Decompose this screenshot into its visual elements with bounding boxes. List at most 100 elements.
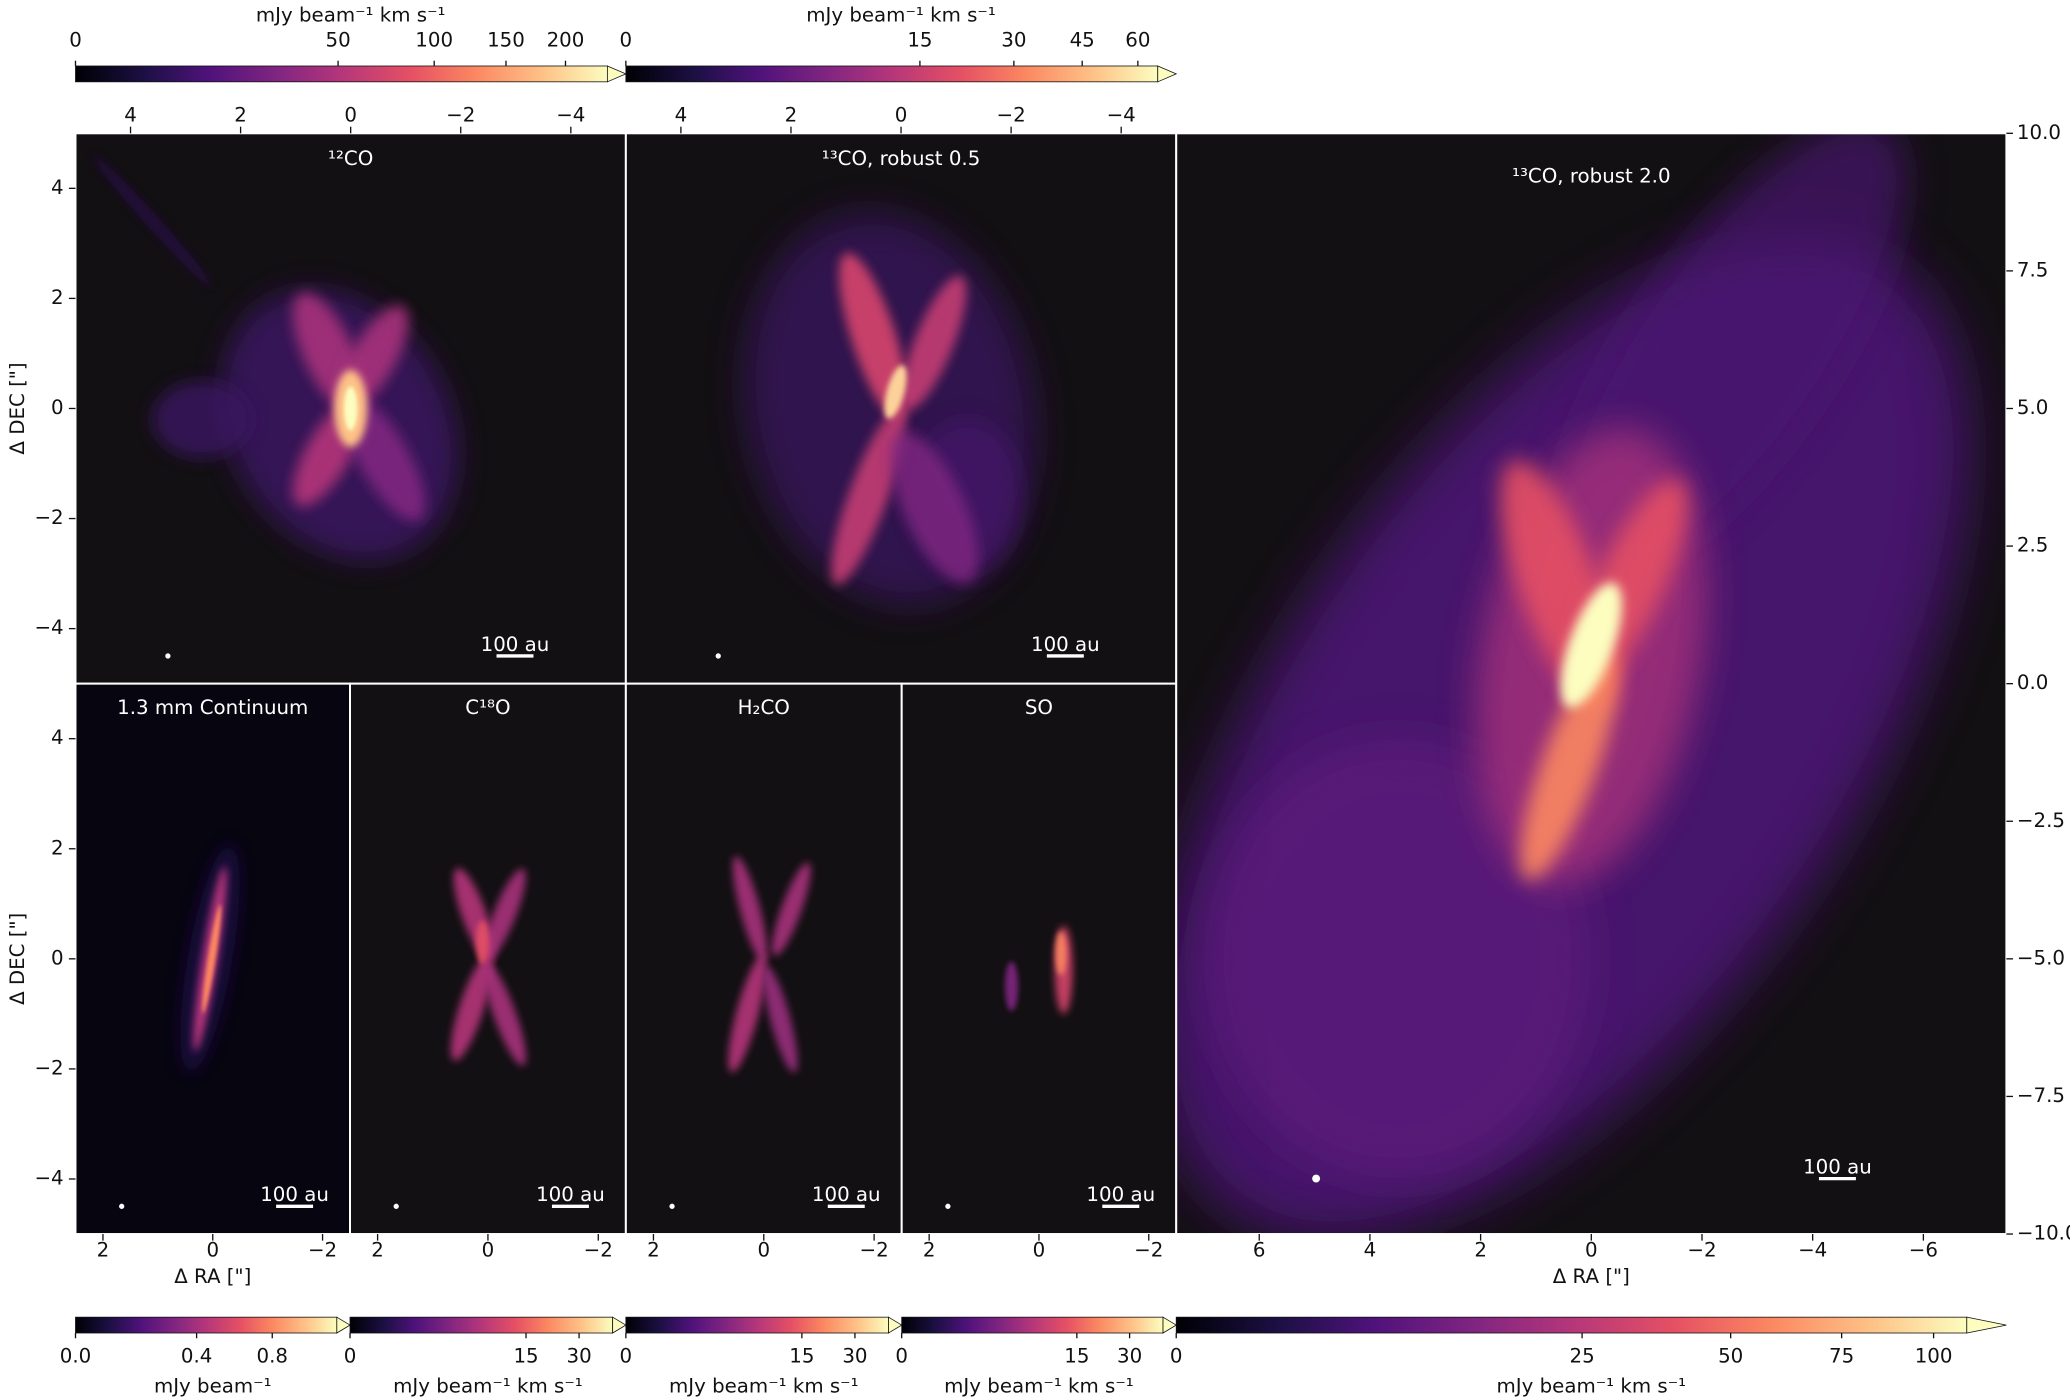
colorbar-tick-label: 0 xyxy=(344,1344,357,1367)
colorbar-tick-label: 0 xyxy=(620,1344,633,1367)
colorbar-label: mJy beam⁻¹ km s⁻¹ xyxy=(1497,1375,1687,1398)
colorbar-tick-label: 25 xyxy=(1570,1344,1595,1367)
x-tick-label: 2 xyxy=(97,1239,110,1262)
panel-background xyxy=(901,683,1177,1235)
emission xyxy=(728,955,767,1073)
x-tick-label: 0 xyxy=(1033,1239,1046,1262)
colorbar-extend xyxy=(336,1316,351,1334)
panel-title: 1.3 mm Continuum xyxy=(117,696,308,719)
colorbar-label: mJy beam⁻¹ km s⁻¹ xyxy=(669,1375,859,1398)
colorbar xyxy=(349,1316,614,1334)
y-tick-label: 4 xyxy=(51,176,64,199)
y-tick-label: −7.5 xyxy=(2017,1084,2065,1107)
emission xyxy=(763,966,798,1073)
panel-title: H₂CO xyxy=(738,696,790,719)
x-tick-label: 4 xyxy=(675,104,688,127)
panel xyxy=(75,683,351,1235)
colorbar-extend xyxy=(1162,1316,1177,1334)
scalebar-label: 100 au xyxy=(1803,1156,1872,1179)
beam xyxy=(165,653,171,659)
emission xyxy=(450,955,492,1061)
x-tick-label: −2 xyxy=(584,1239,613,1262)
colorbar-tick-label: 15 xyxy=(907,28,932,51)
colorbar-tick-label: 100 xyxy=(1915,1344,1953,1367)
x-tick-label: 2 xyxy=(647,1239,660,1262)
emission xyxy=(93,155,212,287)
x-tick-label: 2 xyxy=(785,104,798,127)
emission xyxy=(344,386,358,431)
y-tick-label: 4 xyxy=(51,726,64,749)
colorbar-label: mJy beam⁻¹ km s⁻¹ xyxy=(393,1375,583,1398)
beam xyxy=(715,653,721,659)
scalebar-label: 100 au xyxy=(1031,633,1100,656)
colorbar-label: mJy beam⁻¹ km s⁻¹ xyxy=(806,3,996,26)
emission xyxy=(1004,961,1019,1012)
y-tick-label: 0 xyxy=(51,396,64,419)
y-tick-label: 2 xyxy=(51,836,64,859)
beam xyxy=(393,1203,399,1209)
y-tick-label: −4 xyxy=(34,616,63,639)
y-tick-label: −2.5 xyxy=(2017,809,2065,832)
colorbar-label: mJy beam⁻¹ km s⁻¹ xyxy=(944,1375,1134,1398)
colorbar-extend xyxy=(612,1316,627,1334)
scalebar-label: 100 au xyxy=(1086,1183,1155,1206)
panel-title: ¹²CO xyxy=(328,147,373,170)
beam xyxy=(669,1203,675,1209)
colorbar-extend xyxy=(888,1316,903,1334)
emission xyxy=(482,962,526,1066)
y-axis-label: Δ DEC ["] xyxy=(6,362,29,454)
emission xyxy=(202,904,222,1014)
colorbar xyxy=(901,1316,1164,1334)
x-tick-label: 4 xyxy=(124,104,137,127)
y-tick-label: 7.5 xyxy=(2017,258,2048,281)
scalebar-label: 100 au xyxy=(536,1183,605,1206)
colorbar-tick-label: 0.0 xyxy=(60,1344,91,1367)
panel-title: SO xyxy=(1025,696,1053,719)
colorbar-label: mJy beam⁻¹ km s⁻¹ xyxy=(256,3,446,26)
x-tick-label: −2 xyxy=(308,1239,337,1262)
emission xyxy=(1560,582,1623,708)
colorbar-tick-label: 15 xyxy=(513,1344,538,1367)
x-tick-label: 0 xyxy=(757,1239,770,1262)
panel-title: C¹⁸O xyxy=(465,696,510,719)
colorbar-tick-label: 0 xyxy=(895,1344,908,1367)
colorbar-tick-label: 30 xyxy=(566,1344,591,1367)
emission xyxy=(889,431,979,584)
beam xyxy=(945,1203,951,1209)
emission xyxy=(732,856,768,963)
x-tick-label: −6 xyxy=(1909,1239,1938,1262)
panel xyxy=(901,683,1177,1235)
x-tick-label: 2 xyxy=(1474,1239,1487,1262)
y-axis-label: Δ DEC ["] xyxy=(6,913,29,1005)
x-tick-label: 0 xyxy=(482,1239,495,1262)
colorbar-tick-label: 15 xyxy=(1064,1344,1089,1367)
x-tick-label: 4 xyxy=(1364,1239,1377,1262)
emission xyxy=(152,380,252,459)
colorbar-tick-label: 30 xyxy=(1117,1344,1142,1367)
y-tick-label: 2.5 xyxy=(2017,534,2048,557)
x-tick-label: 6 xyxy=(1253,1239,1266,1262)
x-tick-label: 0 xyxy=(895,104,908,127)
x-tick-label: −2 xyxy=(860,1239,889,1262)
panel xyxy=(1176,133,2007,1235)
scalebar-label: 100 au xyxy=(812,1183,881,1206)
beam xyxy=(119,1203,125,1209)
x-tick-label: 0 xyxy=(1585,1239,1598,1262)
colorbar-tick-label: 50 xyxy=(325,28,350,51)
emission xyxy=(475,920,490,965)
x-tick-label: −4 xyxy=(1798,1239,1827,1262)
emission xyxy=(884,365,907,419)
x-tick-label: 0 xyxy=(344,104,357,127)
x-tick-label: 0 xyxy=(206,1239,219,1262)
colorbar-extend xyxy=(606,65,627,83)
colorbar xyxy=(625,65,1159,83)
panel xyxy=(350,683,626,1235)
colorbar-extend xyxy=(1157,65,1178,83)
colorbar-tick-label: 15 xyxy=(789,1344,814,1367)
panel-title: ¹³CO, robust 2.0 xyxy=(1512,164,1671,187)
colorbar-tick-label: 30 xyxy=(842,1344,867,1367)
y-tick-label: −2 xyxy=(34,506,63,529)
x-tick-label: −2 xyxy=(997,104,1026,127)
colorbar-tick-label: 75 xyxy=(1829,1344,1854,1367)
